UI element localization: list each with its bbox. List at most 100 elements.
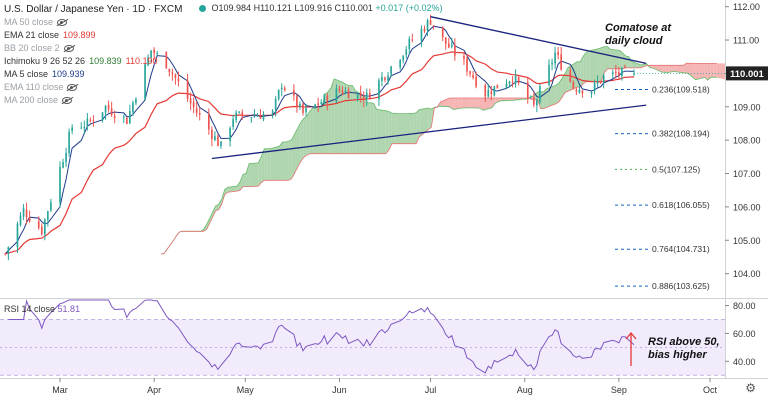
candle-body [241, 112, 244, 117]
indicator-row[interactable]: EMA 110 close [4, 81, 182, 94]
indicator-row[interactable]: BB 20 close 2 [4, 42, 182, 55]
candle-body [402, 55, 405, 61]
cloud-bull-segment [303, 116, 307, 158]
cloud-bear-segment [686, 63, 690, 75]
candle-body [89, 119, 92, 121]
gear-icon[interactable]: ⚙ [745, 381, 756, 395]
cloud-bull-segment [236, 181, 240, 192]
candle-body [615, 71, 617, 74]
trendlines [211, 16, 647, 160]
fib-level-label: 0.5(107.125) [652, 164, 700, 174]
rsi-tick-label: 60.00 [733, 329, 756, 339]
time-tick-label: Apr [147, 385, 161, 395]
candle-body [305, 107, 307, 113]
candle-body [274, 98, 277, 110]
cloud-bear-segment [692, 63, 696, 80]
rsi-value: 51.81 [57, 304, 81, 314]
candle-body [359, 92, 362, 97]
candle-body [444, 37, 447, 45]
candle-body [532, 97, 535, 105]
rsi-tick-label: 40.00 [733, 357, 756, 367]
indicator-label: EMA 110 close [4, 82, 64, 92]
candle-body [454, 44, 456, 56]
candle-body [517, 77, 520, 83]
candle-body [405, 49, 408, 55]
cloud-bear-segment [716, 63, 725, 80]
indicator-label: Ichimoku 9 26 52 26 [4, 56, 86, 66]
candle-body [113, 115, 116, 119]
cloud-bear-segment [504, 98, 514, 101]
hidden-eye-icon[interactable] [57, 19, 68, 26]
cloud-bear-segment [683, 63, 687, 73]
candle-body [80, 127, 83, 129]
candle-body [7, 247, 10, 254]
cloud-bull-segment [601, 46, 605, 81]
indicator-row[interactable]: MA 50 close [4, 16, 182, 29]
candle-body [256, 115, 259, 117]
candle-body [508, 81, 511, 84]
candle-body [447, 43, 450, 48]
trendline [430, 16, 647, 65]
cloud-bear-segment [662, 65, 666, 73]
indicator-row[interactable]: MA 200 close [4, 94, 182, 107]
cloud-bull-segment [249, 162, 259, 187]
candle-body [280, 87, 283, 90]
ichimoku-cloud [160, 46, 725, 255]
cloud-bear-segment [440, 98, 450, 107]
candle-body [235, 112, 238, 120]
candle-body [238, 111, 241, 113]
cloud-bull-segment [349, 85, 353, 154]
candle-body [490, 91, 493, 95]
cloud-bear-segment [455, 98, 459, 110]
candle-body [408, 38, 411, 50]
indicator-row[interactable]: EMA 21 close 109.899 [4, 29, 182, 42]
indicator-row[interactable]: MA 5 close 109.939 [4, 68, 182, 81]
candle-body [92, 120, 95, 122]
cloud-note: Comatose at daily cloud [605, 22, 671, 48]
hidden-eye-icon[interactable] [62, 97, 73, 104]
fib-level-label: 0.236(109.518) [652, 85, 710, 95]
candle-body [150, 50, 152, 58]
price-tick-label: 111.00 [733, 36, 759, 46]
rsi-panel [0, 299, 725, 376]
cloud-bull-segment [258, 156, 262, 187]
last-price-badge [726, 66, 768, 81]
candle-body [426, 20, 429, 31]
ohlc-high: H110.121 [253, 3, 292, 13]
cloud-bull-segment [291, 122, 301, 179]
cloud-bull-segment [331, 78, 335, 154]
cloud-bear-segment [452, 98, 456, 110]
hidden-eye-icon[interactable] [63, 45, 74, 52]
cloud-bear-segment [653, 65, 663, 73]
candle-body [387, 75, 389, 81]
candle-body [207, 114, 210, 130]
cloud-bear-segment [461, 98, 471, 109]
candle-body [296, 95, 298, 108]
cloud-bear-segment [516, 98, 520, 100]
cloud-bear-segment [458, 98, 462, 109]
candle-body [335, 88, 338, 103]
ohlc-low: L109.916 [294, 3, 333, 13]
candle-body [539, 86, 541, 102]
cloud-bear-segment [665, 65, 669, 73]
candle-body [171, 72, 174, 75]
cloud-bull-segment [586, 50, 590, 82]
candle-body [593, 82, 596, 91]
ohlc-close: C110.001 [334, 3, 373, 13]
candle-body [569, 70, 572, 82]
indicator-row[interactable]: Ichimoku 9 26 52 26 109.839 110.190 [4, 55, 182, 68]
rsi-arrow-head [625, 331, 637, 340]
candle-body [277, 89, 280, 100]
fib-level-label: 0.618(106.055) [652, 200, 710, 210]
cloud-bear-segment [470, 98, 474, 108]
hidden-eye-icon[interactable] [67, 84, 78, 91]
candle-body [536, 100, 538, 106]
cloud-bull-segment [397, 113, 408, 144]
candle-body [560, 54, 563, 70]
time-tick-label: Mar [52, 385, 68, 395]
cloud-bull-segment [285, 141, 289, 181]
cloud-bull-segment [410, 113, 414, 144]
cloud-bear-segment [713, 63, 717, 78]
candle-body [37, 221, 40, 228]
